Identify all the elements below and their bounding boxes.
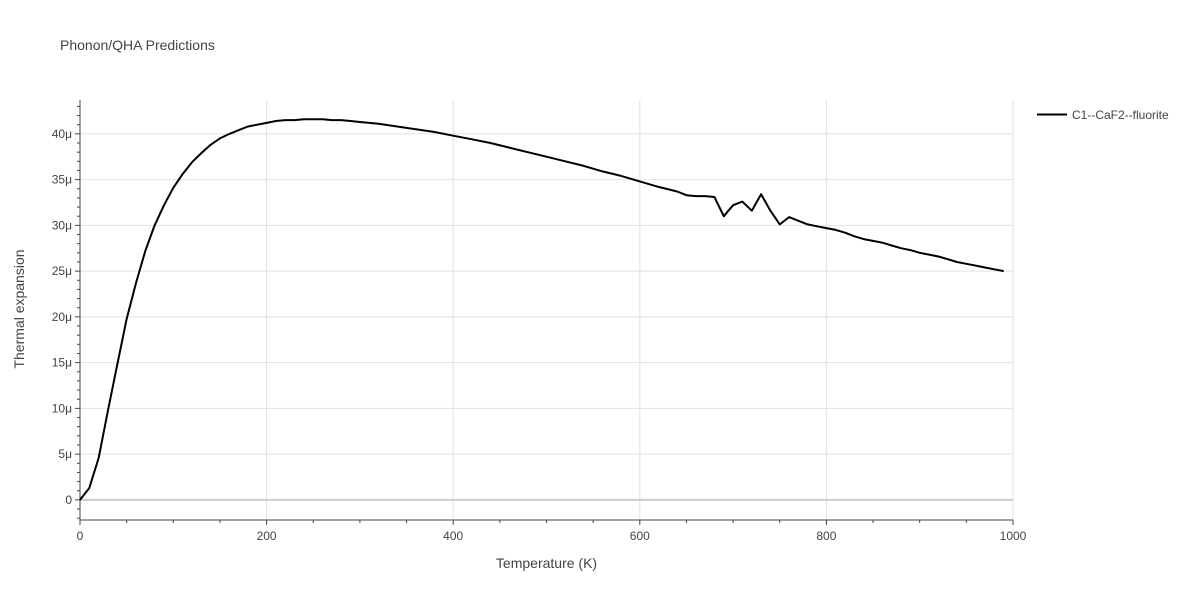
y-tick-label: 15μ [52,356,72,370]
y-tick-label: 25μ [52,264,72,278]
x-tick-label: 600 [630,529,650,543]
x-tick-label: 1000 [1000,529,1027,543]
y-tick-label: 10μ [52,401,72,415]
x-tick-label: 400 [443,529,463,543]
series-line [79,118,1004,501]
y-tick-label: 30μ [52,218,72,232]
x-axis-title: Temperature (K) [496,555,597,571]
grid-layer [80,100,1014,520]
y-axis-title: Thermal expansion [11,249,27,368]
legend-label: C1--CaF2--fluorite [1072,108,1169,122]
y-tick-label: 0 [65,493,72,507]
series-layer [79,118,1004,501]
x-tick-label: 800 [816,529,836,543]
axes-layer: 0 200 400 600 800 1000 0 5μ 10μ 15μ 20μ 25μ 30μ 35μ 40… [52,100,1027,543]
y-tick-label: 5μ [58,447,72,461]
y-tick-label: 20μ [52,310,72,324]
legend[interactable]: C1--CaF2--fluorite [1037,108,1169,122]
y-tick-label: 40μ [52,127,72,141]
y-tick-label: 35μ [52,173,72,187]
x-tick-label: 200 [257,529,277,543]
x-tick-label: 0 [77,529,84,543]
chart-title: Phonon/QHA Predictions [60,37,215,53]
